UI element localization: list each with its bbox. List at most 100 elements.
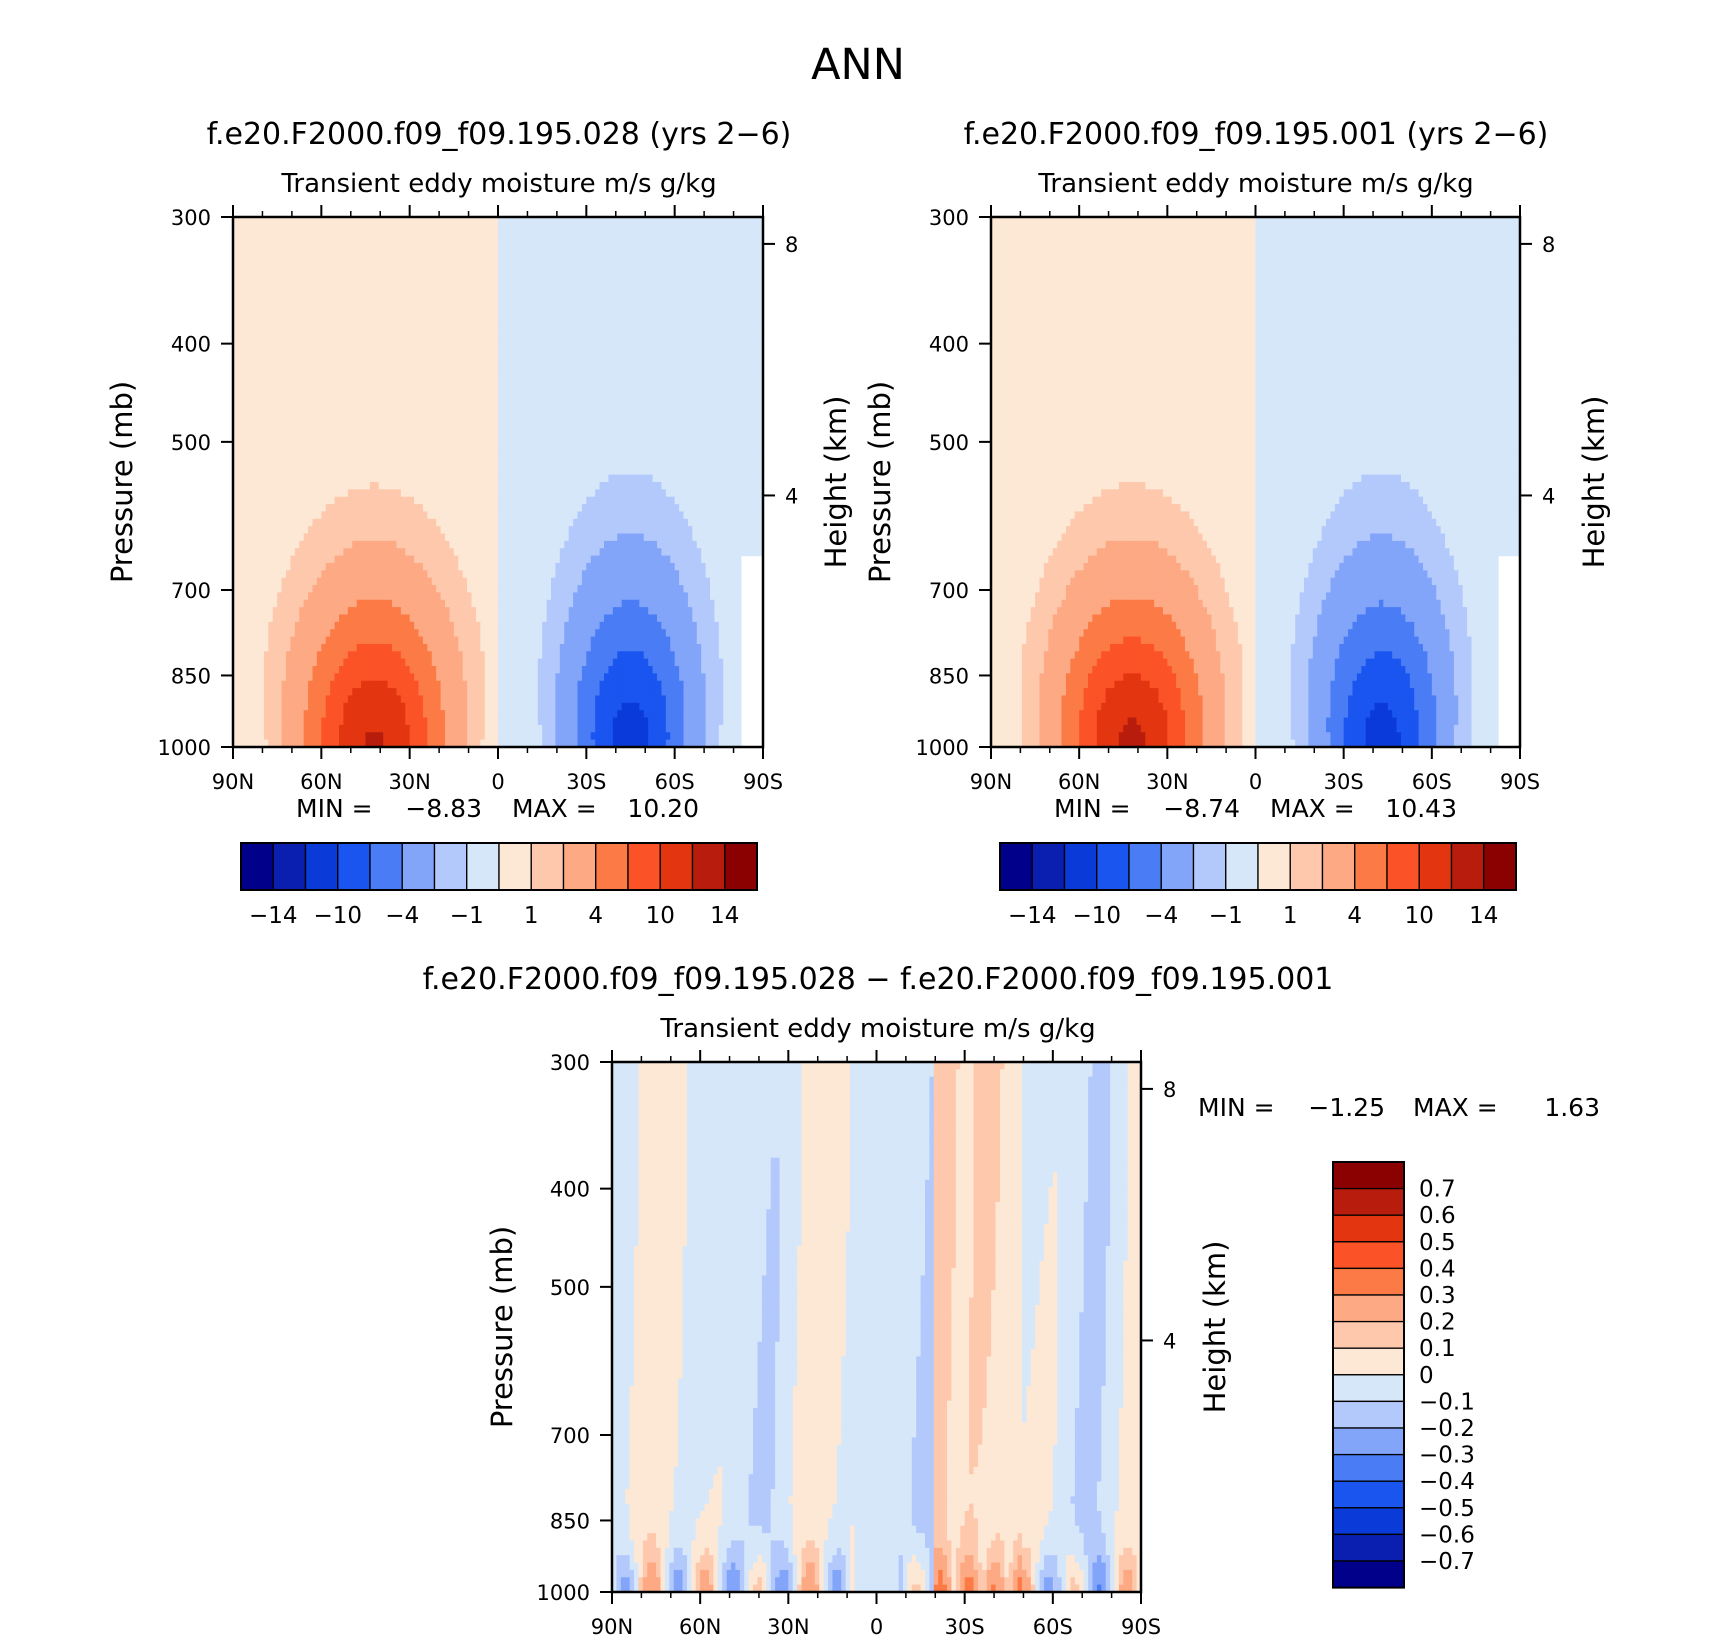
contour-cell xyxy=(692,482,698,490)
contour-cell xyxy=(480,423,486,432)
contour-cell xyxy=(604,474,610,483)
contour-cell xyxy=(246,511,252,520)
contour-cell xyxy=(670,511,676,520)
contour-cell xyxy=(745,283,751,292)
contour-cell xyxy=(634,489,640,498)
contour-cell xyxy=(453,459,459,468)
contour-cell xyxy=(471,386,477,395)
contour-cell xyxy=(343,231,349,240)
contour-cell xyxy=(652,386,658,395)
contour-cell xyxy=(643,482,649,490)
contour-cell xyxy=(352,408,358,417)
contour-cell xyxy=(537,217,543,225)
contour-cell xyxy=(612,320,618,329)
contour-cell xyxy=(361,371,367,380)
contour-cell xyxy=(272,327,278,336)
contour-cell xyxy=(515,253,521,262)
contour-cell xyxy=(754,261,760,270)
contour-cell xyxy=(352,364,358,373)
contour-cell xyxy=(263,217,269,225)
contour-cell xyxy=(458,496,464,505)
contour-cell xyxy=(246,467,252,476)
contour-cell xyxy=(427,356,433,365)
contour-cell xyxy=(281,467,287,476)
contour-cell xyxy=(586,320,592,329)
contour-cell xyxy=(316,320,322,329)
contour-cell xyxy=(445,467,451,476)
contour-cell xyxy=(400,474,406,483)
contour-cell xyxy=(524,496,530,505)
contour-cell xyxy=(400,320,406,329)
contour-cell xyxy=(449,371,455,380)
contour-cell xyxy=(352,290,358,299)
contour-cell xyxy=(308,371,314,380)
contour-cell xyxy=(546,408,552,417)
contour-cell xyxy=(233,224,239,233)
contour-cell xyxy=(321,364,327,373)
contour-cell xyxy=(524,474,530,483)
contour-cell xyxy=(365,349,371,358)
contour-cell xyxy=(365,239,371,248)
contour-cell xyxy=(612,511,618,520)
contour-cell xyxy=(537,401,543,409)
contour-cell xyxy=(732,327,738,336)
contour-cell xyxy=(524,231,530,240)
contour-cell xyxy=(325,356,331,365)
contour-cell xyxy=(617,253,623,262)
contour-cell xyxy=(436,283,442,292)
contour-cell xyxy=(475,482,481,490)
contour-cell xyxy=(405,239,411,248)
contour-cell xyxy=(241,415,247,424)
contour-cell xyxy=(506,482,512,490)
contour-cell xyxy=(436,268,442,277)
contour-cell xyxy=(590,290,596,299)
contour-cell xyxy=(714,297,720,306)
contour-cell xyxy=(250,327,256,336)
contour-cell xyxy=(321,312,327,321)
contour-cell xyxy=(347,393,353,402)
contour-cell xyxy=(489,253,495,262)
contour-cell xyxy=(533,275,539,284)
contour-cell xyxy=(727,504,733,513)
contour-cell xyxy=(661,467,667,476)
contour-cell xyxy=(718,452,724,461)
contour-cell xyxy=(422,393,428,402)
contour-cell xyxy=(630,231,636,240)
contour-cell xyxy=(281,334,287,343)
contour-cell xyxy=(330,378,336,387)
contour-cell xyxy=(736,290,742,299)
contour-cell xyxy=(692,364,698,373)
contour-cell xyxy=(321,327,327,336)
contour-cell xyxy=(718,408,724,417)
contour-cell xyxy=(356,401,362,409)
contour-cell xyxy=(577,364,583,373)
contour-cell xyxy=(555,275,561,284)
contour-cell xyxy=(383,474,389,483)
contour-cell xyxy=(294,297,300,306)
contour-cell xyxy=(303,415,309,424)
contour-cell xyxy=(374,261,380,270)
contour-cell xyxy=(445,239,451,248)
contour-cell xyxy=(498,393,504,402)
contour-cell xyxy=(246,246,252,255)
contour-cell xyxy=(736,224,742,233)
contour-cell xyxy=(250,349,256,358)
contour-cell xyxy=(595,268,601,277)
contour-cell xyxy=(250,290,256,299)
contour-cell xyxy=(290,253,296,262)
contour-cell xyxy=(343,246,349,255)
contour-cell xyxy=(599,386,605,395)
contour-cell xyxy=(277,511,283,520)
contour-cell xyxy=(590,224,596,233)
panel-title: f.e20.F2000.f09_f09.195.028 (yrs 2−6) xyxy=(207,117,792,152)
contour-cell xyxy=(303,378,309,387)
contour-cell xyxy=(255,239,261,248)
contour-cell xyxy=(555,268,561,277)
contour-cell xyxy=(749,415,755,424)
contour-cell xyxy=(458,474,464,483)
contour-cell xyxy=(290,437,296,446)
contour-cell xyxy=(520,496,526,505)
contour-cell xyxy=(325,378,331,387)
contour-cell xyxy=(427,268,433,277)
contour-cell xyxy=(542,283,548,292)
